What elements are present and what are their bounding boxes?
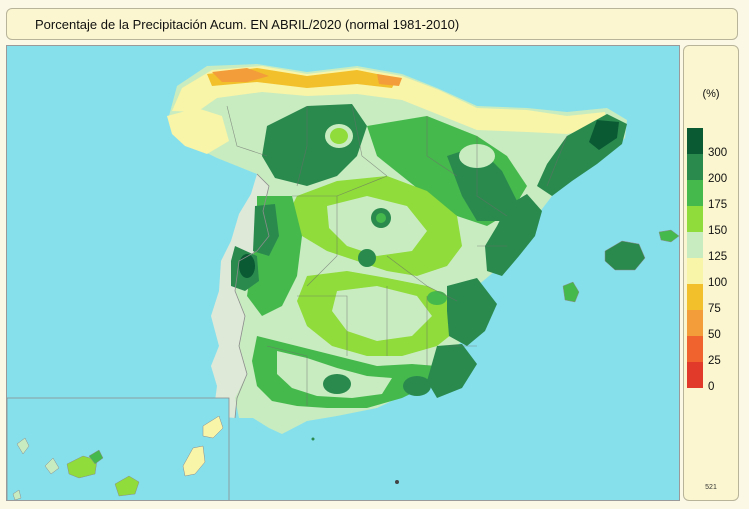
ceuta — [311, 437, 315, 441]
murcia-dark — [447, 278, 497, 346]
ebro-dark — [447, 146, 517, 221]
almeria-dark — [427, 344, 477, 398]
legend-label-200: 200 — [708, 173, 728, 185]
legend-panel: (%) 300 200 175 150 125 100 75 50 25 0 521 — [683, 45, 739, 501]
legend-swatch-175 — [687, 180, 703, 206]
province-boundaries — [226, 105, 568, 406]
legend-swatch-0 — [687, 362, 703, 388]
west-border-darkest — [239, 254, 255, 278]
legend-swatch-25 — [687, 336, 703, 362]
guadalajara-spot — [358, 249, 376, 267]
legend-label-50: 50 — [708, 329, 721, 341]
legend-label-300: 300 — [708, 147, 728, 159]
legend-label-75: 75 — [708, 303, 721, 315]
madrid-spot-inner — [376, 213, 386, 223]
legend-label-25: 25 — [708, 355, 721, 367]
legend-label-100: 100 — [708, 277, 728, 289]
galicia-light — [167, 108, 229, 154]
legend-swatch-150 — [687, 206, 703, 232]
canary-islands — [12, 415, 224, 500]
legend-unit: (%) — [702, 88, 720, 100]
catalonia-darkest — [589, 120, 619, 150]
legend-swatch-100 — [687, 258, 703, 284]
map-title: Porcentaje de la Precipitación Acum. EN … — [35, 17, 460, 32]
precipitation-map — [7, 46, 679, 500]
menorca — [658, 229, 679, 243]
mancha-pale — [332, 286, 432, 341]
legend-swatch-50 — [687, 310, 703, 336]
mallorca — [604, 240, 646, 271]
granada-dark — [403, 376, 431, 396]
legend-swatch-75 — [687, 284, 703, 310]
legend-swatch-300 — [687, 128, 703, 154]
burgos-ring — [330, 128, 348, 144]
valencia-dark — [485, 194, 542, 276]
sevilla-dark — [323, 374, 351, 394]
legend-label-175: 175 — [708, 199, 728, 211]
map-area — [6, 45, 680, 501]
legend-label-0: 0 — [708, 381, 715, 393]
portugal-boundary — [234, 173, 270, 419]
mancha-spot — [427, 291, 447, 305]
map-code: 521 — [705, 484, 717, 491]
north-coast-deep-orange — [212, 68, 402, 86]
legend-label-125: 125 — [708, 251, 728, 263]
ibiza — [562, 281, 580, 303]
legend-swatch-200 — [687, 154, 703, 180]
extremadura-dark — [253, 204, 279, 256]
title-bar: Porcentaje de la Precipitación Acum. EN … — [6, 8, 738, 40]
legend-label-150: 150 — [708, 225, 728, 237]
melilla — [395, 480, 399, 484]
legend-swatch-125 — [687, 232, 703, 258]
